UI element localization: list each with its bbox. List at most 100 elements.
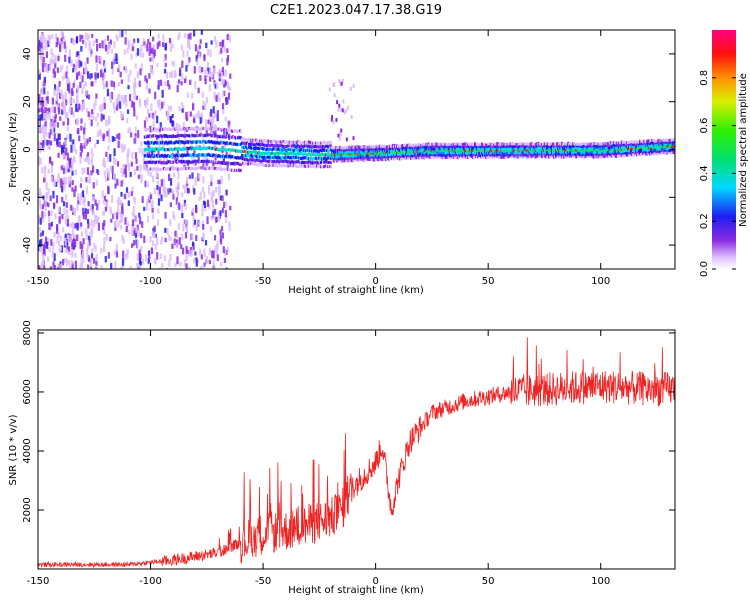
spectrogram-cell [400,148,402,152]
spectrogram-cell [236,155,239,159]
spectrogram-cell [492,145,495,149]
spectrogram-cell [252,161,254,165]
spectrogram-cell [500,147,503,151]
spectrogram-cell [83,200,86,207]
spectrogram-cell [415,148,418,152]
spectrogram-cell [289,160,292,164]
spectrogram-cell [199,166,202,170]
spectrogram-cell [393,148,396,152]
spectrogram-cell [255,138,258,142]
spectrogram-cell [542,151,545,155]
spectrogram-cell [103,44,106,50]
spectrogram-cell [306,144,309,148]
spectrogram-cell [568,146,570,150]
spectrogram-cell [196,258,199,264]
spectrogram-cell [125,187,129,193]
spectrogram-cell [132,205,135,214]
spectrogram-cell [269,147,272,151]
spectrogram-cell [48,247,51,253]
spectrogram-cell [198,221,201,226]
spectrogram-cell [422,147,425,151]
spectrogram-cell [622,154,625,158]
spectrogram-cell [113,53,117,60]
spectrogram-cell [176,161,179,165]
spectrogram-cell [352,152,355,156]
spectrogram-cell [171,120,174,127]
spectrogram-cell [197,126,200,130]
spectrogram-cell [265,151,268,155]
spectrogram-cell [227,142,230,146]
spectrogram-cell [251,138,253,142]
spectrogram-cell [69,96,72,105]
spectrogram-cell [297,147,300,151]
spectrogram-cell [254,154,256,158]
spectrogram-cell [528,152,531,156]
spectrogram-cell [168,140,170,144]
spectrogram-cell [591,144,594,148]
spectrogram-cell [452,142,455,146]
spectrogram-cell [149,65,153,72]
spectrogram-cell [58,216,61,224]
spectrogram-cell [589,143,592,147]
spectrogram-cell [251,162,253,166]
spectrogram-cell [74,267,77,269]
spectrogram-cell [60,180,63,189]
spectrogram-cell [339,152,342,156]
spectrogram-cell [282,147,285,151]
spectrogram-cell [247,153,249,157]
spectrogram-cell [222,167,225,171]
spectrogram-cell [163,128,165,132]
spectrogram-cell [230,148,233,152]
spectrogram-cell [180,101,183,107]
spectrogram-cell [86,108,89,113]
spectrogram-cell [200,153,203,157]
spectrogram-cell [66,208,69,216]
spectrogram-cell [590,142,593,146]
spectrogram-cell [300,157,303,161]
spectrogram-cell [396,156,398,160]
spectrogram-cell [568,148,570,152]
spectrogram-cell [361,158,364,162]
spectrogram-cell [228,224,231,231]
spectrogram-cell [413,153,416,157]
spectrogram-cell [348,145,351,149]
spectrogram-cell [159,141,162,145]
spectrogram-cell [345,156,348,160]
spectrogram-cell [229,168,232,172]
spectrogram-cell [229,135,232,139]
spectrogram-cell [175,197,178,205]
spectrogram-cell [480,153,482,157]
spectrogram-cell [488,147,490,151]
spectrogram-cell [341,148,344,152]
spectrogram-cell [232,155,235,159]
spectrogram-cell [432,155,435,159]
spectrogram-cell [282,164,285,168]
spectrogram-cell [390,152,393,156]
spectrogram-cell [333,153,336,157]
spectrogram-cell [82,134,86,141]
spectrogram-cell [191,166,194,170]
spectrogram-cell [541,143,544,147]
spectrogram-cell [131,224,134,230]
spectrogram-cell [467,151,470,155]
spectrogram-cell [619,145,622,149]
spectrogram-cell [603,152,606,156]
spectrogram-cell [195,133,198,137]
spectrogram-cell [58,44,62,52]
spectrogram-cell [205,159,208,163]
spectrogram-cell [171,127,173,131]
spectrogram-cell [153,187,156,195]
spectrogram-cell [39,203,42,210]
spectrogram-cell [469,153,472,157]
spectrogram-cell [455,146,458,150]
spectrogram-cell [48,36,51,45]
spectrogram-cell [337,148,340,152]
spectrogram-cell [339,145,342,149]
spectrogram-cell [337,157,340,161]
spectrogram-cell [439,143,442,147]
spectrogram-cell [38,140,41,146]
spectrogram-cell [210,160,213,164]
spectrogram-cell [475,142,477,146]
spectrogram-cell [286,160,289,164]
spectrogram-cell [385,157,388,161]
